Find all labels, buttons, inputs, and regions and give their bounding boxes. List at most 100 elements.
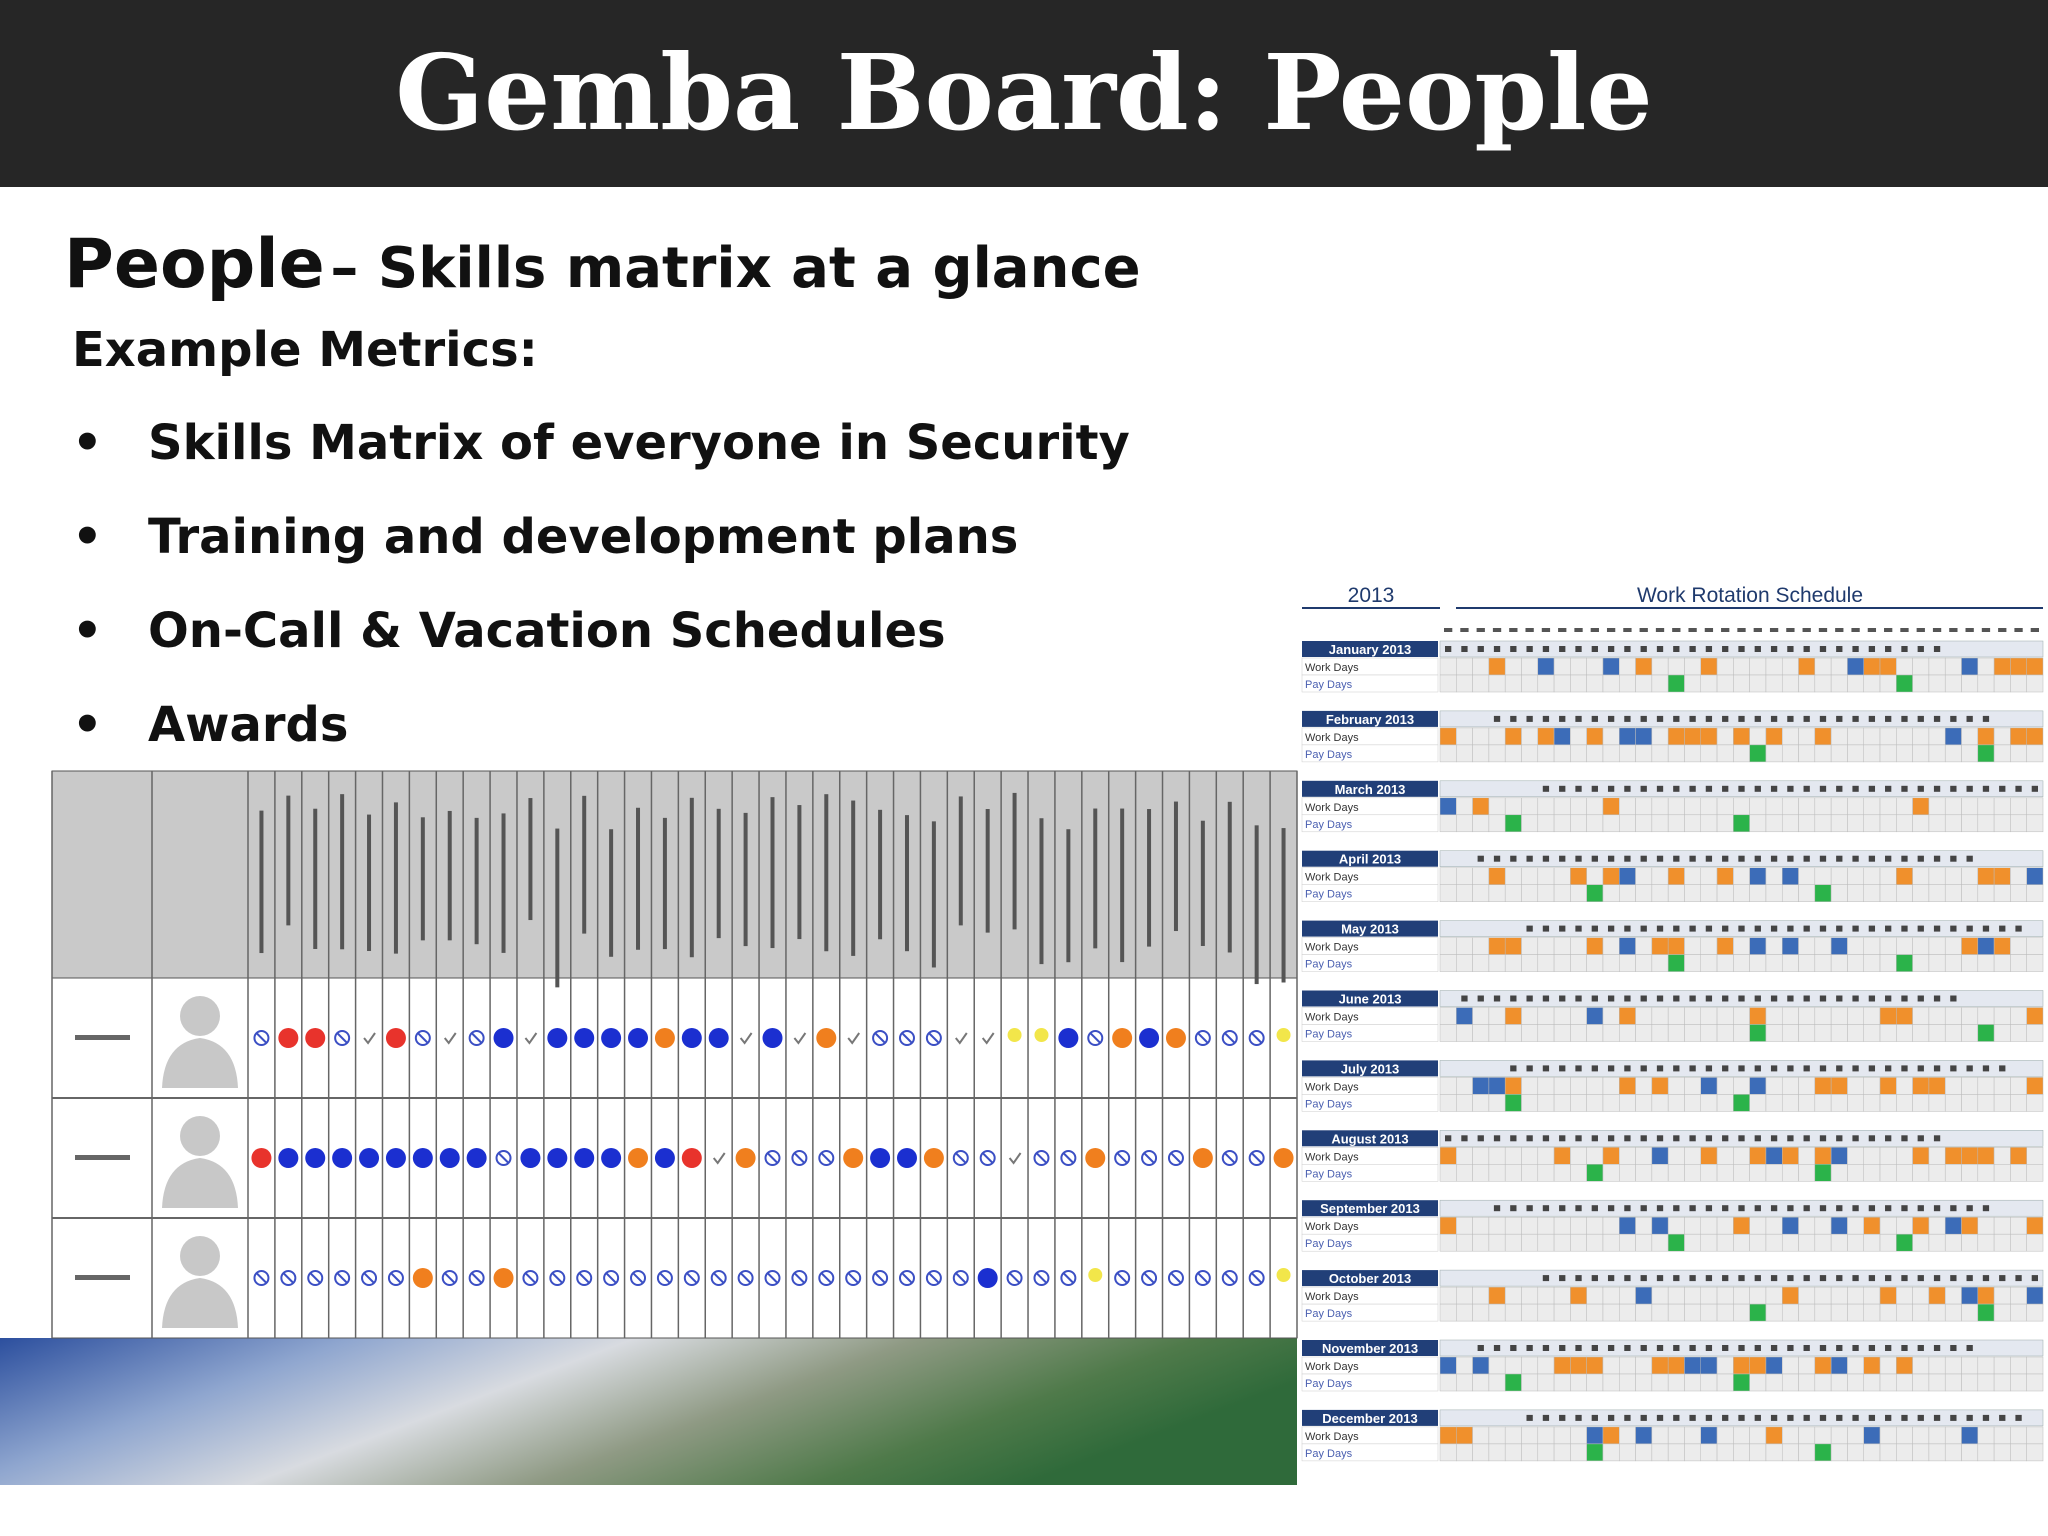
- skill-none: [791, 1270, 808, 1286]
- schedule-cell: [1879, 814, 1897, 833]
- schedule-cell: [1684, 1233, 1702, 1252]
- day-number-mark: [1526, 1205, 1533, 1212]
- day-number-mark: [1591, 1205, 1598, 1212]
- schedule-cell: [1521, 884, 1539, 902]
- day-number-mark: [1559, 1345, 1566, 1351]
- schedule-cell: [2010, 1216, 2027, 1235]
- schedule-cell: [1602, 1007, 1620, 1025]
- schedule-cell: [1977, 1286, 1995, 1305]
- day-number-mark: [1885, 646, 1892, 652]
- schedule-cell: [1830, 1443, 1848, 1462]
- skill-check: [955, 1032, 968, 1045]
- schedule-cell: [1651, 797, 1669, 816]
- schedule-cell: [1667, 1303, 1685, 1322]
- schedule-cell: [1667, 1164, 1685, 1182]
- schedule-cell: [1570, 674, 1587, 693]
- schedule-cell: [1928, 1147, 1946, 1165]
- schedule-cell: [1977, 1303, 1995, 1322]
- schedule-cell: [1716, 1443, 1734, 1462]
- schedule-cell: [1651, 1094, 1669, 1112]
- schedule-cell: [2010, 1164, 2027, 1182]
- schedule-cell: [1977, 1233, 1995, 1252]
- day-number-mark: [1624, 855, 1631, 862]
- schedule-cell: [1993, 1286, 2011, 1305]
- day-number-mark: [1950, 715, 1957, 722]
- schedule-cell: [1733, 1164, 1750, 1182]
- schedule-cell: [1651, 937, 1669, 955]
- schedule-cell: [1879, 1443, 1897, 1462]
- schedule-cell: [1553, 727, 1571, 746]
- schedule-cell: [1977, 1216, 1995, 1235]
- schedule-cell: [1912, 884, 1930, 902]
- schedule-cell: [1602, 657, 1620, 676]
- schedule-cell: [1863, 1443, 1881, 1462]
- day-number-mark: [1689, 1135, 1696, 1142]
- schedule-cell: [1912, 1147, 1930, 1165]
- schedule-cell: [1879, 1164, 1897, 1182]
- day-number-mark: [1933, 1205, 1941, 1212]
- schedule-cell: [1586, 1164, 1604, 1182]
- skill-none: [280, 1270, 297, 1286]
- skill-none-slash: [1224, 1152, 1236, 1164]
- header-text-mark: [1147, 809, 1152, 947]
- skill-none-slash: [1197, 1032, 1209, 1044]
- day-number-mark: [1559, 1414, 1566, 1421]
- schedule-cell: [1700, 1286, 1718, 1305]
- day-number-mark: [1819, 1414, 1827, 1421]
- schedule-cell: [1504, 1024, 1522, 1042]
- schedule-cell: [1733, 884, 1750, 902]
- day-number-mark: [1738, 1345, 1745, 1351]
- day-number-mark: [1542, 1065, 1550, 1072]
- row-label: Pay Days: [1305, 819, 1353, 831]
- schedule-cell: [1472, 1356, 1490, 1375]
- schedule-cell: [1456, 1443, 1473, 1462]
- schedule-cell: [1928, 814, 1946, 833]
- schedule-cell: [1814, 674, 1832, 693]
- schedule-cell: [1944, 1233, 1962, 1252]
- schedule-cell: [1733, 674, 1750, 693]
- schedule-cell: [1504, 1356, 1522, 1375]
- schedule-cell: [1765, 1147, 1783, 1165]
- schedule-cell: [1570, 867, 1587, 885]
- schedule-cell: [1553, 1007, 1571, 1025]
- schedule-cell: [1912, 1007, 1930, 1025]
- schedule-cell: [1798, 1077, 1816, 1095]
- schedule-cell: [1602, 1443, 1620, 1462]
- skill-none: [1060, 1150, 1077, 1166]
- schedule-cell: [1896, 744, 1913, 763]
- schedule-cell: [1586, 674, 1604, 693]
- day-number-mark: [1901, 785, 1908, 792]
- schedule-cell: [1553, 1147, 1571, 1165]
- day-number-mark: [1982, 1205, 1990, 1212]
- skill-none: [791, 1150, 808, 1166]
- day-number-mark: [1673, 715, 1680, 722]
- day-number-mark: [1493, 855, 1501, 862]
- day-number-mark: [1819, 925, 1827, 932]
- weekday-mark: [1981, 628, 1991, 632]
- schedule-cell: [1586, 1443, 1604, 1462]
- schedule-cell: [1765, 1077, 1783, 1095]
- schedule-cell: [1749, 1303, 1767, 1322]
- day-number-mark: [1542, 1414, 1550, 1421]
- day-number-mark: [1640, 1065, 1647, 1072]
- day-number-mark: [1656, 785, 1664, 792]
- schedule-cell: [2026, 1443, 2044, 1462]
- schedule-cell: [1879, 1094, 1897, 1112]
- schedule-cell: [1667, 1147, 1685, 1165]
- skill-none: [656, 1270, 673, 1286]
- schedule-cell: [1879, 727, 1897, 746]
- day-number-mark: [1607, 1205, 1615, 1212]
- schedule-cell: [1814, 867, 1832, 885]
- day-number-mark: [1673, 646, 1680, 652]
- schedule-cell: [1619, 954, 1636, 972]
- schedule-cell: [1602, 1077, 1620, 1095]
- schedule-cell: [1765, 1233, 1783, 1252]
- day-number-mark: [1510, 715, 1517, 722]
- schedule-cell: [1700, 1303, 1718, 1322]
- schedule-cell: [1439, 1426, 1457, 1445]
- day-number-mark: [1607, 1135, 1615, 1142]
- schedule-cell: [1586, 727, 1604, 746]
- skill-dot: [1273, 1148, 1294, 1168]
- schedule-cell: [1993, 937, 2011, 955]
